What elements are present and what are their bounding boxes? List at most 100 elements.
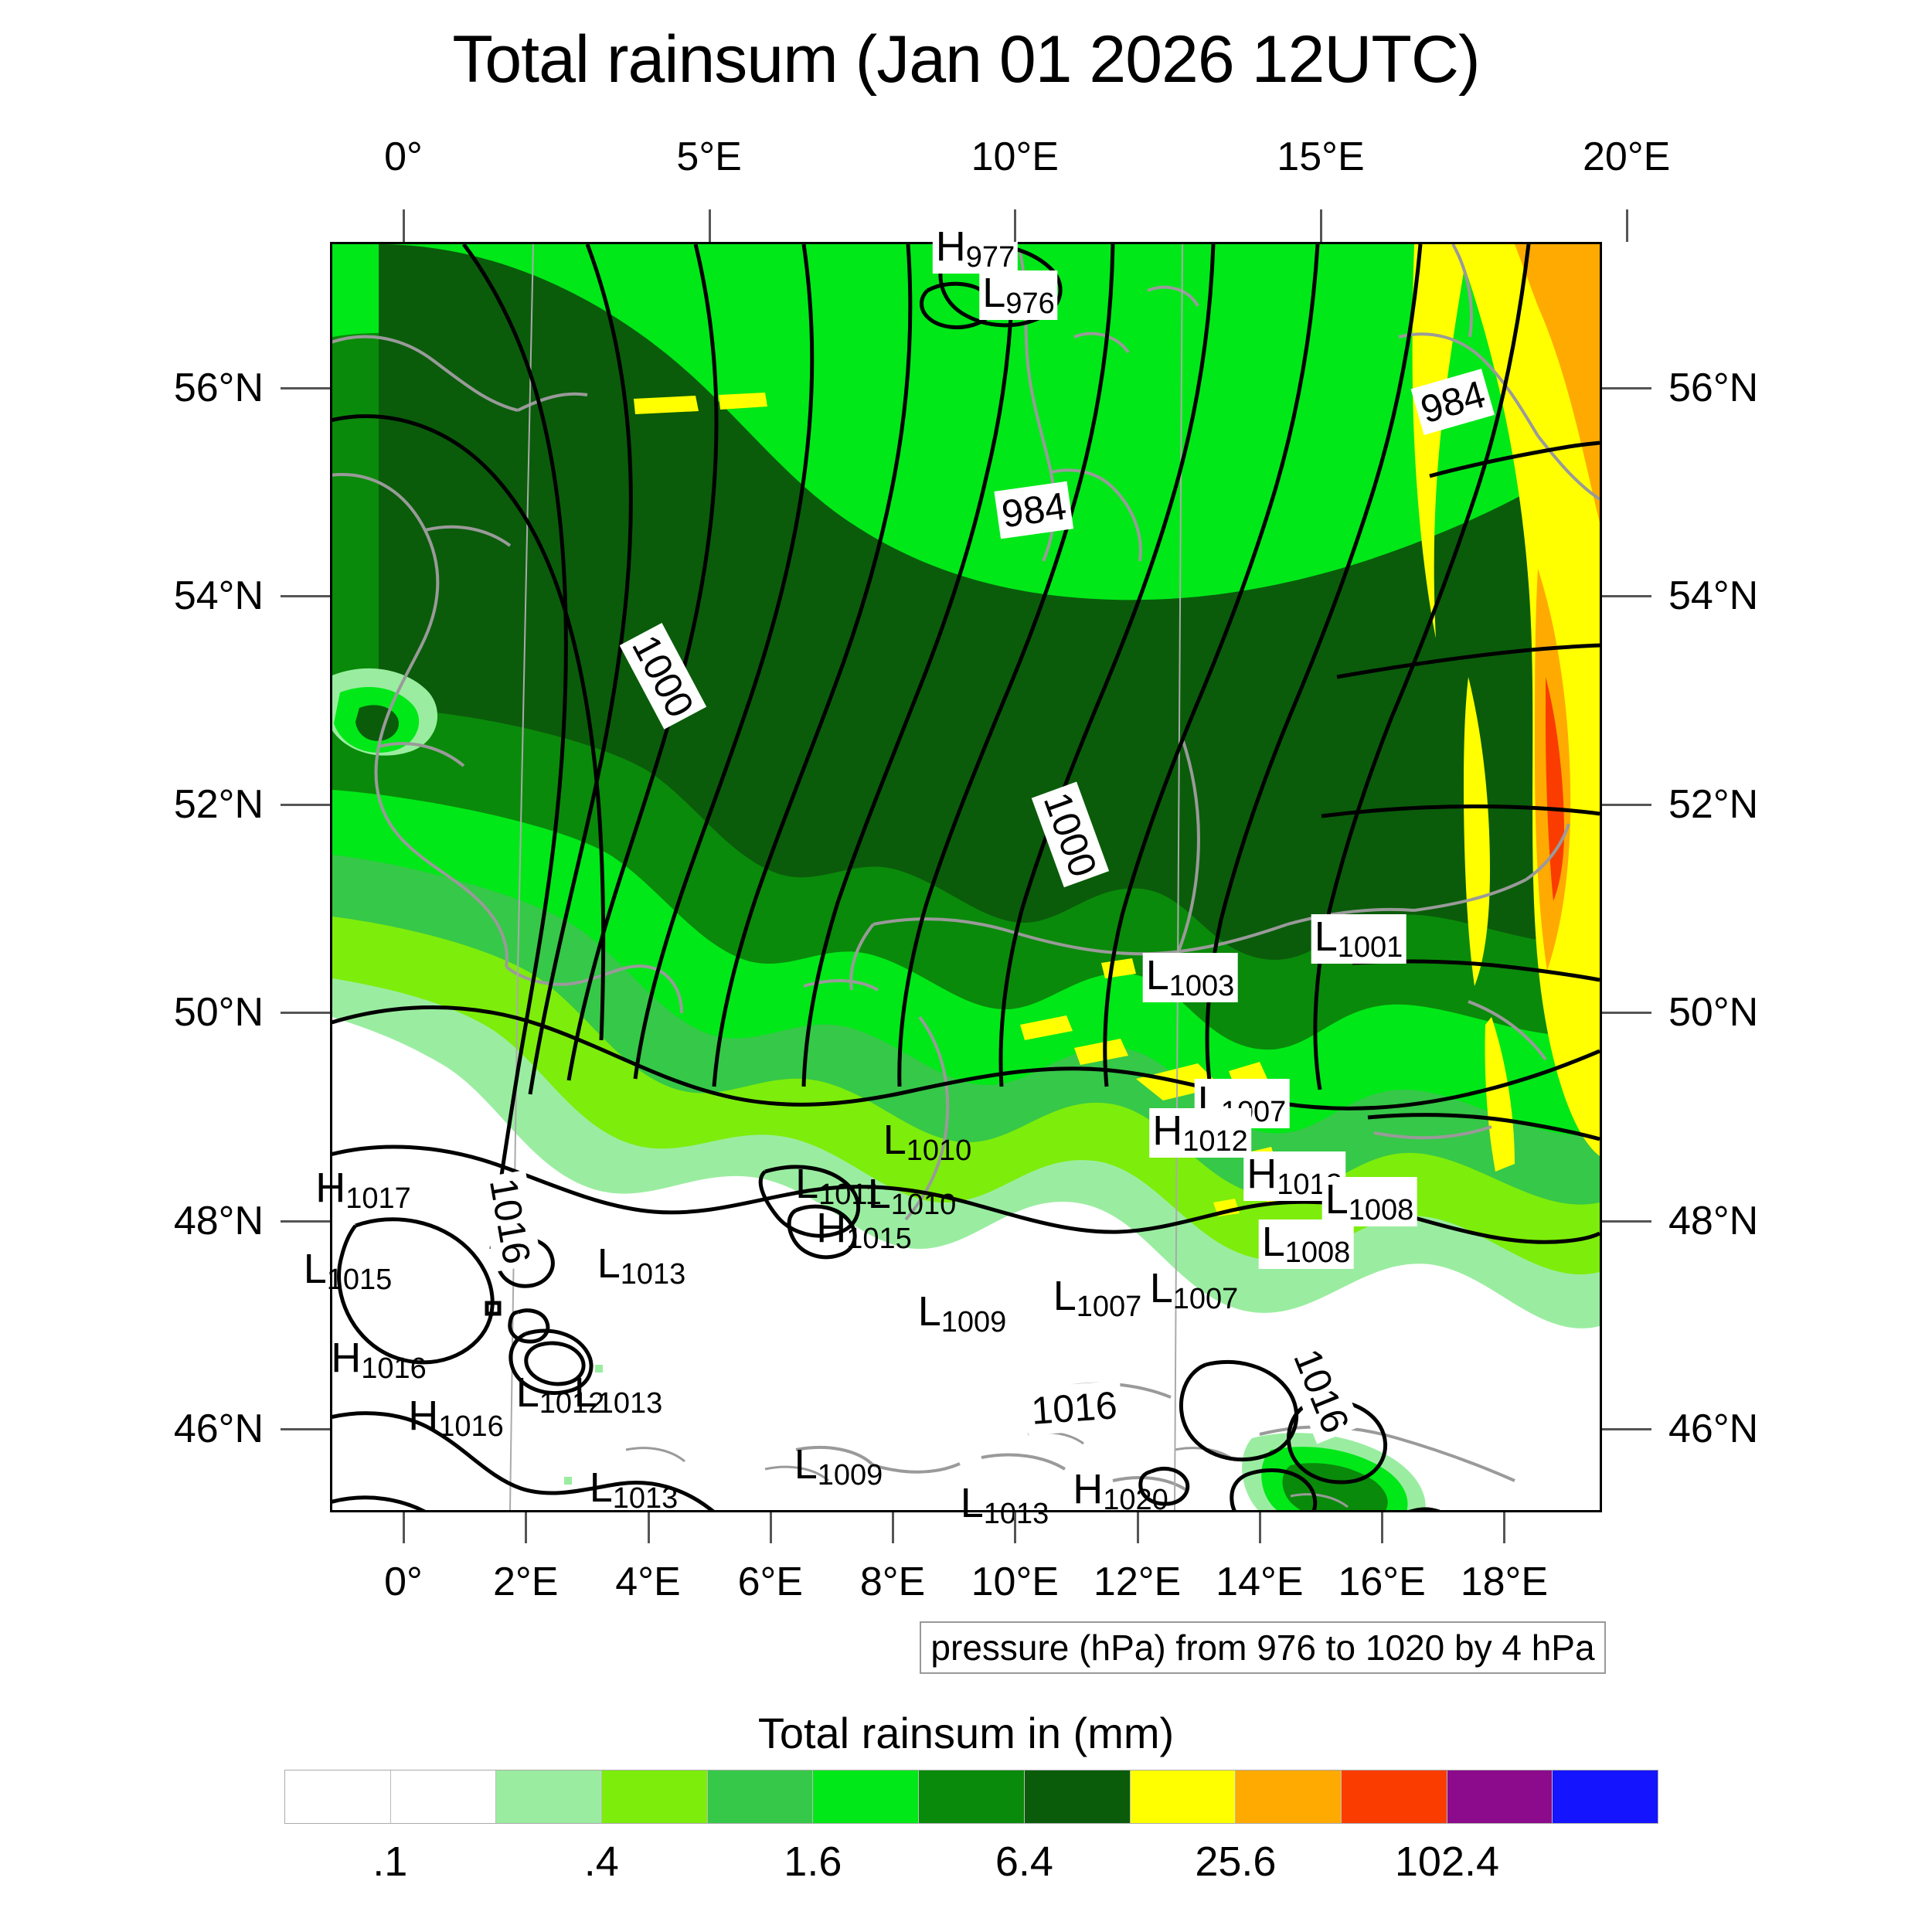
- pressure-center-value: 1007: [1076, 1291, 1142, 1323]
- colorbar-tick-label: .1: [372, 1838, 408, 1885]
- pressure-center-value: 1003: [1168, 970, 1235, 1002]
- tick-bottom-lon: [1503, 1512, 1506, 1543]
- pressure-center-kind: L: [795, 1161, 819, 1207]
- axis-label-left-lat: 50°N: [173, 990, 264, 1036]
- pressure-center-value: 1017: [345, 1182, 411, 1215]
- pressure-legend-box: pressure (hPa) from 976 to 1020 by 4 hPa: [920, 1621, 1606, 1674]
- pressure-center-kind: L: [589, 1464, 613, 1511]
- pressure-center-value: 976: [1005, 287, 1055, 320]
- pressure-center-kind: L: [515, 1369, 539, 1416]
- pressure-center-value: 1013: [612, 1482, 679, 1515]
- colorbar-segment[interactable]: [1553, 1770, 1658, 1823]
- pressure-center-value: 1020: [1103, 1484, 1168, 1516]
- tick-left-lat: [281, 1219, 330, 1223]
- colorbar-segment[interactable]: [602, 1770, 708, 1823]
- pressure-center-kind: L: [794, 1441, 818, 1488]
- pressure-center-value: 1015: [326, 1264, 393, 1296]
- axis-label-bottom-lon: 2°E: [493, 1560, 559, 1604]
- pressure-center-value: 1008: [1348, 1194, 1414, 1226]
- pressure-center-value: 1008: [1284, 1236, 1351, 1269]
- pressure-center-low: L1013: [597, 1243, 686, 1289]
- tick-right-lat: [1602, 595, 1651, 598]
- tick-bottom-lon: [647, 1512, 650, 1543]
- pressure-center-low: L1013: [590, 1467, 679, 1513]
- pressure-center-value: 1007: [1172, 1283, 1239, 1315]
- pressure-center-kind: H: [1152, 1107, 1183, 1154]
- pressure-center-value: 1016: [438, 1410, 504, 1443]
- tick-bottom-lon: [1258, 1512, 1261, 1543]
- tick-bottom-lon: [1014, 1512, 1017, 1543]
- tick-right-lat: [1602, 1428, 1651, 1431]
- axis-label-top-lon: 15°E: [1277, 134, 1365, 179]
- colorbar-segment[interactable]: [919, 1770, 1025, 1823]
- pressure-center-value: 1009: [817, 1459, 883, 1492]
- pressure-center-kind: L: [982, 270, 1006, 316]
- colorbar-tick-label: .4: [583, 1838, 619, 1885]
- colorbar-tick-label: 102.4: [1394, 1838, 1500, 1885]
- pressure-center-value: 1010: [890, 1189, 957, 1221]
- colorbar[interactable]: [284, 1770, 1658, 1824]
- pressure-center-kind: L: [867, 1171, 891, 1217]
- tick-top-lon: [708, 209, 711, 242]
- axis-label-bottom-lon: 10°E: [971, 1560, 1059, 1604]
- axis-label-left-lat: 52°N: [173, 781, 264, 827]
- colorbar-segment[interactable]: [1236, 1770, 1342, 1823]
- pressure-center-high: H977: [932, 223, 1019, 274]
- map-canvas: [332, 244, 1600, 1510]
- axis-label-right-lat: 56°N: [1668, 365, 1759, 410]
- pressure-center-low: L1012: [516, 1372, 605, 1418]
- pressure-center-value: 1013: [597, 1387, 663, 1420]
- pressure-center-kind: H: [331, 1335, 362, 1381]
- tick-left-lat: [281, 1012, 330, 1015]
- pressure-center-high: H1020: [1073, 1468, 1168, 1515]
- pressure-center-kind: L: [1314, 913, 1338, 960]
- colorbar-segment[interactable]: [1341, 1770, 1447, 1823]
- pressure-center-low: L1010: [883, 1119, 972, 1165]
- pressure-center-value: 1012: [1182, 1125, 1248, 1158]
- pressure-center-value: 1011: [818, 1179, 882, 1211]
- pressure-center-low: L1013: [574, 1372, 663, 1418]
- colorbar-segment[interactable]: [707, 1770, 814, 1823]
- axis-label-left-lat: 54°N: [173, 573, 264, 619]
- pressure-center-value: 1013: [620, 1258, 686, 1291]
- pressure-center-low: L1008: [1258, 1219, 1354, 1269]
- tick-bottom-lon: [402, 1512, 405, 1543]
- pressure-center-high: H1017: [315, 1167, 411, 1213]
- pressure-center-low: L1003: [1142, 952, 1238, 1002]
- tick-bottom-lon: [525, 1512, 528, 1543]
- pressure-center-kind: L: [883, 1117, 906, 1163]
- tick-top-lon: [1014, 209, 1017, 242]
- axis-label-bottom-lon: 0°: [384, 1560, 423, 1604]
- tick-right-lat: [1602, 803, 1651, 806]
- pressure-center-high: H1015: [816, 1207, 912, 1253]
- colorbar-segment[interactable]: [390, 1770, 497, 1823]
- pressure-center-kind: L: [1145, 952, 1169, 998]
- axis-label-top-lon: 20°E: [1582, 134, 1671, 179]
- axis-label-bottom-lon: 18°E: [1460, 1560, 1549, 1604]
- colorbar-segment[interactable]: [496, 1770, 603, 1823]
- colorbar-segment[interactable]: [285, 1770, 391, 1823]
- colorbar-segment[interactable]: [1130, 1770, 1236, 1823]
- pressure-center-high: H1012: [1149, 1108, 1251, 1158]
- map-plot-area[interactable]: [330, 242, 1602, 1512]
- contour-inline-label: 1016: [1025, 1380, 1124, 1436]
- colorbar-segment[interactable]: [1024, 1770, 1131, 1823]
- pressure-center-kind: H: [315, 1165, 346, 1211]
- contour-inline-label: 984: [994, 481, 1074, 539]
- pressure-center-value: 1016: [361, 1352, 427, 1385]
- colorbar-segment[interactable]: [813, 1770, 920, 1823]
- colorbar-caption: Total rainsum in (mm): [757, 1709, 1175, 1757]
- pressure-center-value: 1001: [1337, 931, 1403, 964]
- pressure-center-kind: H: [935, 223, 966, 270]
- pressure-center-value: 977: [965, 241, 1015, 274]
- axis-label-left-lat: 48°N: [173, 1198, 264, 1243]
- tick-left-lat: [281, 1428, 330, 1431]
- colorbar-segment[interactable]: [1447, 1770, 1553, 1823]
- colorbar-tick-label: 25.6: [1195, 1838, 1277, 1885]
- map-raster-and-contours: [332, 244, 1600, 1510]
- axis-label-right-lat: 48°N: [1668, 1198, 1759, 1243]
- pressure-center-low: L1009: [794, 1444, 883, 1490]
- axis-label-bottom-lon: 4°E: [615, 1560, 681, 1604]
- axis-label-bottom-lon: 12°E: [1093, 1560, 1182, 1604]
- axis-label-left-lat: 46°N: [173, 1406, 264, 1452]
